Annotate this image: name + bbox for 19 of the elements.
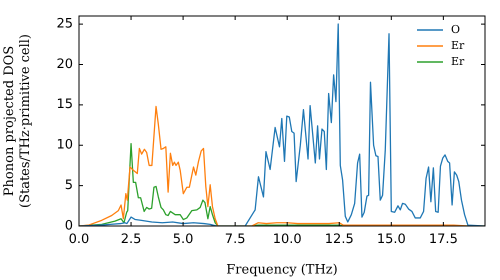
x-tick-label: 7.5	[224, 232, 246, 248]
legend-label: Er	[451, 38, 466, 52]
y-tick-label: 10	[56, 138, 73, 153]
x-tick-label: 10.0	[272, 232, 302, 248]
legend-label: Er	[451, 54, 466, 68]
y-tick-label: 0	[64, 218, 73, 234]
y-axis-title: Phonon projected DOS (States/THz·primitive cell)	[2, 34, 33, 208]
x-tick-label: 15.0	[376, 232, 406, 248]
x-axis-title: Frequency (THz)	[226, 262, 338, 278]
x-tick-label: 0.0	[68, 232, 90, 248]
legend-label: O	[451, 22, 460, 36]
y-tick-label: 15	[56, 97, 73, 112]
y-tick-label: 25	[56, 16, 73, 32]
x-tick-label: 12.5	[324, 232, 354, 248]
x-tick-label: 5.0	[172, 232, 194, 248]
y-tick-label: 5	[64, 178, 73, 193]
y-tick-label: 20	[56, 56, 73, 72]
x-tick-label: 17.5	[428, 232, 458, 248]
x-tick-label: 2.5	[120, 232, 142, 248]
